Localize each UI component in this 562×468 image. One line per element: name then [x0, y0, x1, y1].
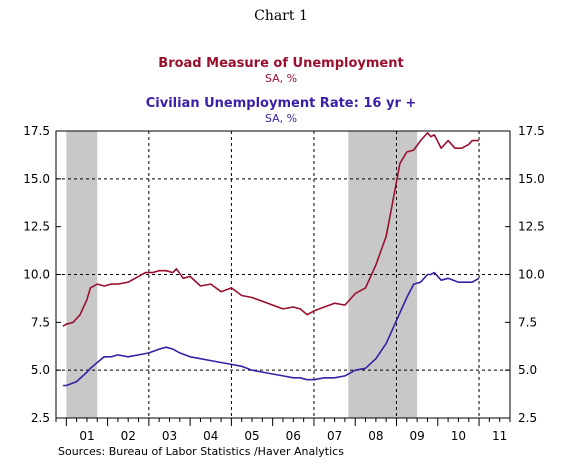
x-tick-label: 06: [286, 429, 301, 443]
y-tick-label-right: 17.5: [518, 124, 545, 138]
x-tick-label: 09: [409, 429, 424, 443]
y-tick-label-left: 10.0: [23, 268, 50, 282]
y-tick-label-left: 12.5: [23, 220, 50, 234]
series-unit-broad: SA, %: [264, 72, 298, 85]
x-tick-label: 11: [492, 429, 507, 443]
y-tick-label-right: 10.0: [518, 268, 545, 282]
series-title-civilian: Civilian Unemployment Rate: 16 yr +: [145, 96, 417, 111]
series-unit-civilian: SA, %: [264, 112, 298, 125]
y-tick-label-left: 5.0: [31, 363, 50, 377]
x-tick-label: 02: [121, 429, 136, 443]
series-title-broad: Broad Measure of Unemployment: [158, 56, 404, 71]
y-tick-label-left: 15.0: [23, 172, 50, 186]
x-tick-label: 03: [162, 429, 177, 443]
series-line-0: [62, 132, 479, 327]
x-tick-label: 04: [203, 429, 218, 443]
x-tick-label: 08: [368, 429, 383, 443]
y-tick-label-left: 2.5: [31, 411, 50, 425]
y-tick-label-right: 12.5: [518, 220, 545, 234]
x-tick-label: 01: [79, 429, 94, 443]
y-tick-label-left: 17.5: [23, 124, 50, 138]
y-tick-label-right: 7.5: [518, 315, 537, 329]
x-tick-label: 05: [244, 429, 259, 443]
chart-title: Chart 1: [254, 8, 308, 24]
series-line-1: [62, 271, 480, 387]
y-tick-label-right: 2.5: [518, 411, 537, 425]
x-tick-label: 07: [327, 429, 342, 443]
source-note: Sources: Bureau of Labor Statistics /Hav…: [58, 445, 344, 458]
x-tick-label: 10: [451, 429, 466, 443]
y-tick-label-right: 15.0: [518, 172, 545, 186]
y-tick-label-right: 5.0: [518, 363, 537, 377]
y-tick-label-left: 7.5: [31, 315, 50, 329]
